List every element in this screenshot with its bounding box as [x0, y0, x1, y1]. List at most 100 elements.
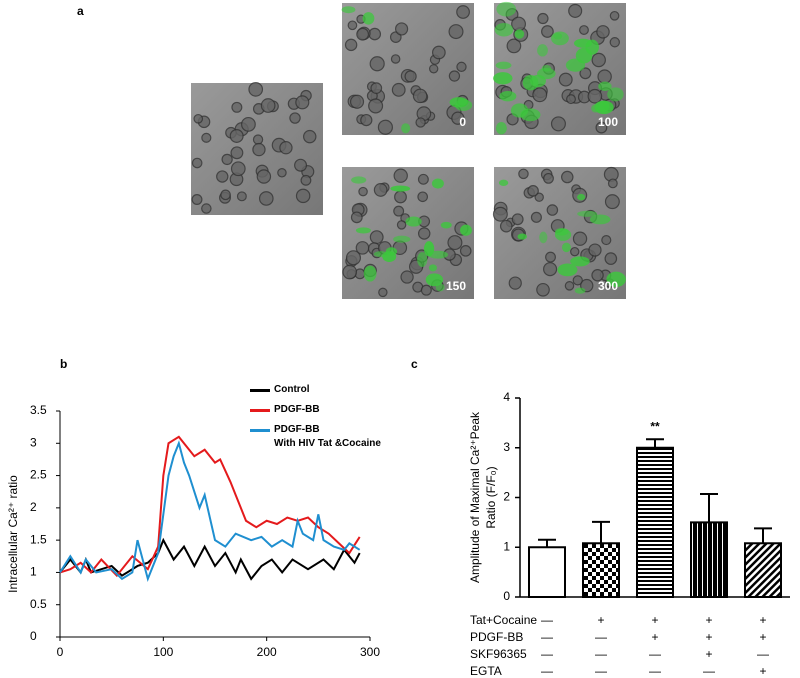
- fluorescent-cell: [537, 44, 548, 57]
- condition-mark: —: [703, 664, 715, 678]
- cell: [534, 192, 544, 202]
- x-tick-label: 300: [360, 645, 380, 659]
- y-axis-label: Amplitude of Maximal Ca²⁺Peak: [468, 411, 482, 583]
- fluorescent-cell: [529, 74, 546, 88]
- bar: [690, 521, 728, 598]
- condition-mark: +: [651, 613, 658, 627]
- fluorescent-cell: [570, 256, 590, 267]
- fluorescent-cell: [561, 242, 571, 253]
- cell: [347, 20, 358, 31]
- condition-mark: —: [595, 647, 607, 661]
- image-label: 100: [598, 115, 618, 129]
- condition-label: SKF96365: [470, 647, 527, 661]
- bar: [528, 546, 566, 598]
- condition-mark: —: [541, 613, 553, 627]
- y-axis-label: Ratio (F/F₀): [484, 466, 498, 528]
- cell: [456, 61, 467, 73]
- y-tick-label: 1.5: [30, 532, 47, 546]
- fluorescent-cell: [385, 247, 398, 256]
- cell: [193, 113, 204, 124]
- fluorescent-cell: [494, 22, 514, 37]
- cell: [537, 12, 549, 25]
- y-tick-label: 2: [30, 500, 37, 514]
- cell: [358, 186, 368, 197]
- cell: [588, 243, 602, 257]
- cell: [607, 178, 618, 189]
- cell: [527, 185, 539, 197]
- cell: [604, 194, 620, 210]
- cell: [350, 211, 363, 224]
- cell: [564, 281, 575, 291]
- cell: [230, 161, 246, 177]
- cell: [579, 25, 589, 35]
- fluorescent-cell: [598, 100, 610, 113]
- cell: [356, 27, 370, 41]
- cell: [417, 173, 429, 185]
- x-tick-label: 200: [257, 645, 277, 659]
- fluorescent-cell: [454, 99, 473, 111]
- legend-entry: Control: [250, 383, 381, 397]
- cell: [508, 276, 522, 290]
- y-tick-label: 0: [30, 629, 37, 643]
- cell: [572, 231, 588, 246]
- cell: [609, 10, 620, 21]
- cell: [277, 168, 287, 178]
- y-tick-label: 1: [503, 539, 510, 553]
- x-tick-label: 0: [57, 645, 64, 659]
- fluorescent-cell: [373, 251, 389, 258]
- fluorescent-cell: [574, 287, 586, 294]
- line-series: [59, 440, 361, 583]
- cell: [412, 88, 428, 104]
- condition-mark: —: [595, 664, 607, 678]
- y-tick-label: 3.5: [30, 403, 47, 417]
- condition-mark: —: [541, 630, 553, 644]
- condition-mark: —: [649, 647, 661, 661]
- cell: [393, 168, 408, 183]
- fluorescent-cell: [496, 1, 517, 17]
- cell: [256, 169, 272, 184]
- cell: [447, 235, 463, 251]
- fluorescent-cell: [362, 12, 375, 25]
- cell: [231, 101, 243, 113]
- cell: [360, 113, 373, 127]
- cell: [432, 45, 446, 60]
- image-label: 0: [459, 115, 466, 129]
- cell: [369, 56, 385, 72]
- cell: [394, 190, 407, 204]
- cell: [561, 170, 574, 184]
- cell: [428, 64, 439, 74]
- cell: [532, 87, 548, 103]
- cell: [342, 264, 358, 280]
- cell: [417, 191, 429, 203]
- cell: [295, 95, 310, 110]
- fluorescent-cell: [539, 231, 548, 244]
- cell: [543, 172, 554, 184]
- fluorescent-cell: [417, 252, 428, 268]
- cell: [579, 67, 592, 80]
- cell: [591, 269, 604, 282]
- cell: [230, 146, 244, 160]
- cell: [511, 16, 526, 32]
- condition-mark: +: [759, 664, 766, 678]
- cell: [345, 250, 362, 266]
- cell: [377, 119, 393, 135]
- y-tick-label: 3: [503, 440, 510, 454]
- bar: [582, 542, 620, 599]
- cell: [289, 112, 301, 124]
- cell: [391, 82, 406, 97]
- legend-swatch: [250, 429, 270, 432]
- cell: [390, 54, 401, 64]
- fluorescent-cell: [341, 6, 356, 14]
- cell: [420, 284, 432, 296]
- cell: [492, 206, 508, 222]
- image-label: 150: [446, 279, 466, 293]
- cell: [373, 183, 388, 197]
- y-tick-label: 2.5: [30, 468, 47, 482]
- cell: [448, 70, 461, 82]
- cell: [279, 141, 293, 155]
- fluorescent-cell: [495, 121, 507, 135]
- cell: [456, 5, 470, 19]
- panel-label: c: [411, 357, 418, 371]
- legend-label: Control: [274, 384, 310, 395]
